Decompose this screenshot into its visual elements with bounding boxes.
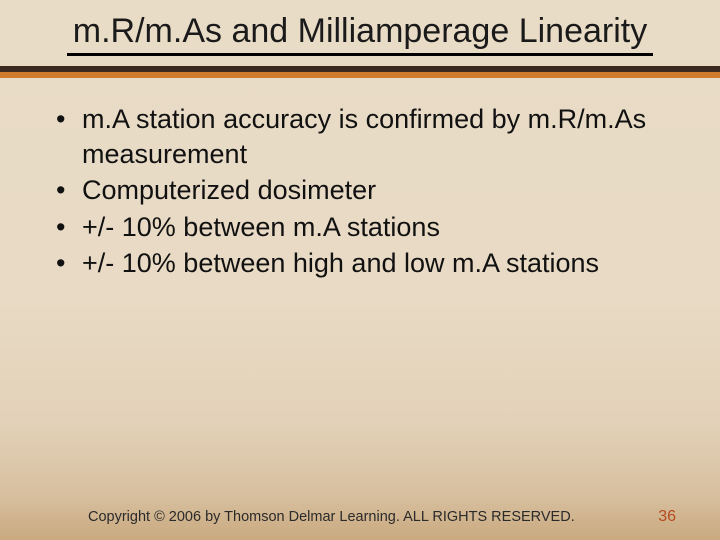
accent-bar-orange xyxy=(0,72,720,78)
bullet-item: Computerized dosimeter xyxy=(48,173,672,208)
bullet-item: +/- 10% between m.A stations xyxy=(48,210,672,245)
copyright-text: Copyright © 2006 by Thomson Delmar Learn… xyxy=(88,509,575,525)
title-region: m.R/m.As and Milliamperage Linearity xyxy=(0,0,720,56)
bullet-item: m.A station accuracy is confirmed by m.R… xyxy=(48,102,672,171)
content-region: m.A station accuracy is confirmed by m.R… xyxy=(0,80,720,281)
slide-title: m.R/m.As and Milliamperage Linearity xyxy=(67,12,653,56)
bullet-list: m.A station accuracy is confirmed by m.R… xyxy=(48,102,672,281)
page-number: 36 xyxy=(658,508,676,526)
bullet-item: +/- 10% between high and low m.A station… xyxy=(48,246,672,281)
accent-bars xyxy=(0,66,720,80)
footer: Copyright © 2006 by Thomson Delmar Learn… xyxy=(0,508,720,526)
